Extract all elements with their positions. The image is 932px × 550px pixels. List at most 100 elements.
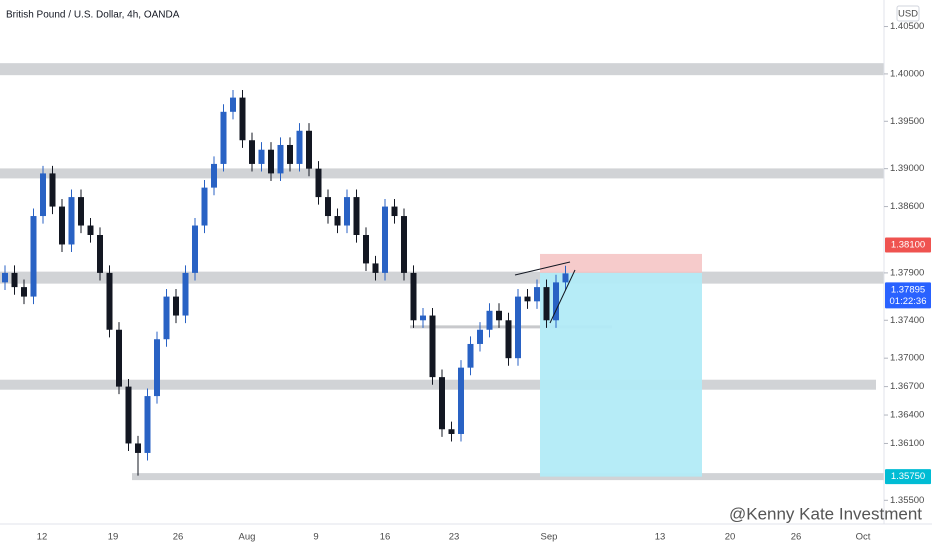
candle-body bbox=[258, 149, 265, 164]
candle-body bbox=[420, 315, 426, 321]
candle-body bbox=[363, 234, 369, 264]
candle-body bbox=[211, 163, 217, 188]
price-tag bbox=[885, 282, 931, 309]
price-tag bbox=[885, 469, 931, 485]
candle-body bbox=[344, 197, 350, 226]
candle-body bbox=[163, 296, 170, 340]
candle-body bbox=[30, 216, 37, 297]
x-tick-label: Aug bbox=[239, 532, 256, 543]
candle-body bbox=[106, 272, 113, 330]
candle-body bbox=[97, 234, 103, 273]
candle-body bbox=[49, 173, 56, 207]
candle-body bbox=[315, 168, 322, 198]
candle-body bbox=[239, 97, 246, 141]
x-tick-label: Sep bbox=[541, 532, 558, 543]
candle-body bbox=[59, 206, 65, 245]
candle-body bbox=[40, 173, 46, 217]
watermark: @Kenny Kate Investment bbox=[729, 504, 922, 523]
candle-body bbox=[486, 310, 493, 330]
y-tick-label: 1.36700 bbox=[890, 381, 924, 392]
y-tick-label: 1.36100 bbox=[890, 438, 924, 449]
y-tick-label: 1.37900 bbox=[890, 267, 924, 278]
candle-body bbox=[372, 263, 379, 273]
candle-body bbox=[543, 287, 550, 321]
candle-body bbox=[553, 282, 559, 321]
candle-body bbox=[353, 197, 360, 235]
currency-box bbox=[896, 5, 920, 22]
candle-body bbox=[220, 111, 227, 164]
x-tick-label: 19 bbox=[108, 532, 119, 543]
x-tick-label: 26 bbox=[791, 532, 802, 543]
candle-body bbox=[277, 144, 284, 174]
candle-body bbox=[306, 130, 312, 169]
candle-body bbox=[562, 273, 569, 283]
x-tick-label: 23 bbox=[449, 532, 460, 543]
candle-body bbox=[182, 272, 189, 316]
candle-body bbox=[429, 315, 436, 378]
price-tag-label: 1.37895 bbox=[891, 284, 925, 295]
candle-body bbox=[467, 343, 474, 368]
candle-body bbox=[296, 130, 303, 164]
y-tick-label: 1.39000 bbox=[890, 163, 924, 174]
stop-zone bbox=[540, 253, 702, 273]
sr-zone bbox=[0, 271, 884, 284]
y-tick-label: 1.38600 bbox=[890, 201, 924, 212]
candle-body bbox=[249, 140, 255, 164]
candle-body bbox=[201, 187, 208, 226]
candle-body bbox=[524, 296, 531, 302]
target-zone bbox=[540, 272, 702, 477]
x-tick-label: 13 bbox=[655, 532, 666, 543]
candle-body bbox=[154, 339, 160, 397]
sr-zone bbox=[0, 63, 884, 76]
candle-body bbox=[325, 197, 331, 217]
price-tag-label: 1.35750 bbox=[891, 471, 925, 482]
candle-body bbox=[391, 206, 398, 217]
x-tick-label: 12 bbox=[37, 532, 48, 543]
candle-body bbox=[505, 320, 512, 359]
candle-body bbox=[116, 329, 122, 387]
candle-body bbox=[87, 225, 94, 235]
y-tick-label: 1.40000 bbox=[890, 68, 924, 79]
candle-body bbox=[496, 310, 502, 321]
sr-zone bbox=[0, 168, 884, 179]
candle-body bbox=[11, 272, 18, 288]
y-tick-label: 1.35500 bbox=[890, 495, 924, 506]
candle-body bbox=[68, 197, 75, 245]
x-tick-label: Oct bbox=[856, 532, 871, 543]
candle-body bbox=[458, 367, 464, 434]
candle-body bbox=[2, 272, 8, 283]
candle-body bbox=[382, 206, 388, 273]
candle-body bbox=[135, 443, 141, 453]
price-tag bbox=[885, 237, 931, 253]
y-tick-label: 1.39500 bbox=[890, 116, 924, 127]
candle-body bbox=[21, 287, 27, 297]
candle-body bbox=[173, 296, 179, 316]
y-tick-label: 1.37400 bbox=[890, 315, 924, 326]
candle-body bbox=[144, 396, 151, 453]
candle-body bbox=[334, 216, 341, 226]
candle-body bbox=[515, 296, 521, 359]
candle-body bbox=[477, 329, 483, 344]
x-tick-label: 26 bbox=[173, 532, 184, 543]
y-tick-label: 1.36400 bbox=[890, 410, 924, 421]
candle-body bbox=[534, 287, 540, 302]
candle-body bbox=[439, 377, 445, 430]
sr-zone bbox=[132, 473, 884, 481]
y-tick-label: 1.40500 bbox=[890, 21, 924, 32]
price-tag-label: 1.38100 bbox=[891, 239, 925, 250]
x-tick-label: 20 bbox=[725, 532, 736, 543]
candle-body bbox=[268, 149, 274, 174]
candle-body bbox=[410, 272, 417, 321]
candle-body bbox=[192, 225, 198, 273]
candle-body bbox=[230, 97, 236, 112]
sr-zone bbox=[0, 379, 876, 390]
pattern-line bbox=[549, 269, 576, 324]
y-tick-label: 1.37000 bbox=[890, 353, 924, 364]
pattern-line bbox=[514, 261, 571, 276]
candle-body bbox=[78, 197, 84, 226]
candle-body bbox=[125, 386, 132, 444]
currency: USD bbox=[898, 9, 918, 20]
chart-title: British Pound / U.S. Dollar, 4h, OANDA bbox=[6, 10, 180, 21]
